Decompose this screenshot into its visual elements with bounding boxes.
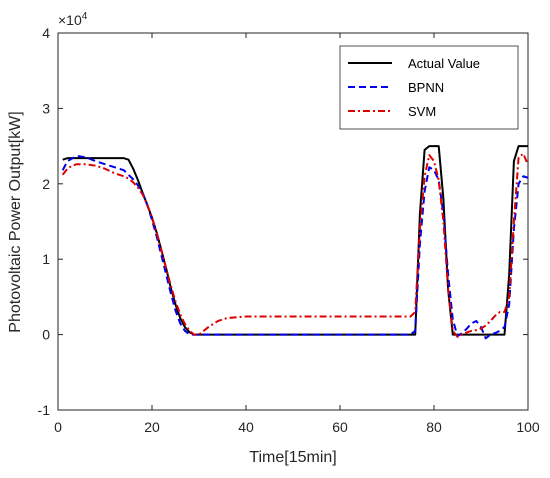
series-layer	[61, 145, 529, 340]
series-line-bpnn	[61, 154, 529, 340]
y-multiplier: ×104	[58, 11, 88, 28]
legend-box	[339, 45, 519, 130]
y-tick-label: 2	[42, 176, 50, 192]
y-multiplier-base: ×10	[58, 12, 82, 28]
y-axis-ticks: -1 0 1 2 3 4	[38, 25, 528, 418]
x-tick-label: 20	[144, 419, 160, 435]
y-axis-label: Photovoltaic Power Output[kW]	[7, 111, 24, 332]
x-tick-label: 80	[426, 419, 442, 435]
y-tick-label: 4	[42, 25, 50, 41]
x-axis-label: Time[15min]	[249, 449, 336, 466]
legend-label: BPNN	[408, 80, 444, 95]
legend-label: Actual Value	[408, 56, 480, 71]
y-tick-label: 1	[42, 251, 50, 267]
x-tick-label: 40	[238, 419, 254, 435]
series-line-svm	[61, 152, 529, 338]
legend-label: SVM	[408, 104, 436, 119]
y-tick-label: 3	[42, 100, 50, 116]
y-multiplier-exponent: 4	[82, 11, 88, 22]
legend: Actual Value BPNN SVM	[339, 45, 519, 130]
x-tick-label: 0	[54, 419, 62, 435]
x-axis-ticks: 0 20 40 60 80 100	[54, 33, 540, 435]
series-line-actual-value	[62, 145, 528, 336]
y-tick-label: -1	[38, 402, 51, 418]
x-tick-label: 60	[332, 419, 348, 435]
y-tick-label: 0	[42, 327, 50, 343]
x-tick-label: 100	[516, 419, 540, 435]
